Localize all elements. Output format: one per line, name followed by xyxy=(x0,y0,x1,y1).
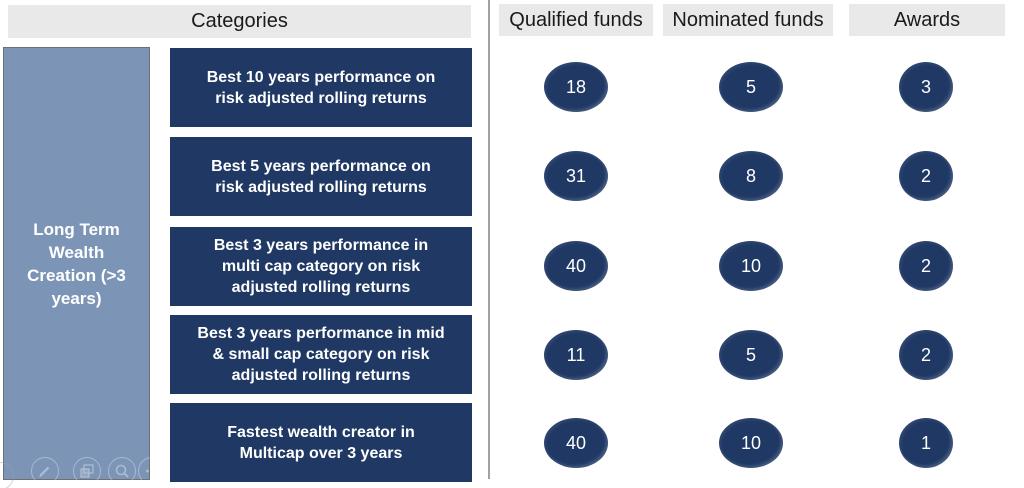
header-qualified-funds: Qualified funds xyxy=(499,4,653,36)
bubble-nominated-row4: 5 xyxy=(719,330,783,380)
bubble-value: 10 xyxy=(740,432,762,453)
header-nominated-funds-label: Nominated funds xyxy=(672,8,824,31)
bubble-value: 2 xyxy=(920,255,931,276)
bubble-value: 18 xyxy=(565,76,587,97)
category-box-best-3y-midsmall: Best 3 years performance in mid & small … xyxy=(170,315,472,394)
bubble-qualified-row1: 18 xyxy=(544,62,608,112)
bubble-value: 3 xyxy=(920,76,931,97)
viewer-tools-overlay xyxy=(0,455,180,488)
header-categories-label: Categories xyxy=(191,10,288,32)
bubble-value: 40 xyxy=(565,255,587,276)
header-awards-label: Awards xyxy=(893,8,961,31)
bubble-value: 40 xyxy=(565,432,587,453)
bubble-qualified-row4: 11 xyxy=(544,330,608,380)
category-label: Fastest wealth creator in Multicap over … xyxy=(227,423,415,462)
category-box-best-5y: Best 5 years performance on risk adjuste… xyxy=(170,137,472,216)
bubble-awards-row3: 2 xyxy=(899,241,953,291)
edit-pencil-icon[interactable] xyxy=(31,457,59,485)
category-label: Best 3 years performance in mid & small … xyxy=(197,325,445,384)
category-label: Best 5 years performance on risk adjuste… xyxy=(211,157,431,196)
header-qualified-funds-label: Qualified funds xyxy=(509,8,643,31)
magnifier-icon[interactable] xyxy=(108,457,136,485)
category-box-best-10y: Best 10 years performance on risk adjust… xyxy=(170,48,472,127)
bubble-nominated-row2: 8 xyxy=(719,151,783,201)
section-divider-line xyxy=(488,0,490,479)
category-box-best-3y-multicap: Best 3 years performance in multi cap ca… xyxy=(170,227,472,306)
group-box-long-term-wealth: Long Term Wealth Creation (>3 years) xyxy=(3,47,150,480)
bubble-value: 5 xyxy=(745,344,756,365)
bubble-value: 2 xyxy=(920,165,931,186)
bubble-value: 10 xyxy=(740,255,762,276)
more-ellipsis-icon[interactable] xyxy=(138,457,166,485)
bubble-nominated-row3: 10 xyxy=(719,241,783,291)
header-awards: Awards xyxy=(849,4,1005,36)
category-label: Best 3 years performance in multi cap ca… xyxy=(213,237,429,296)
bubble-nominated-row1: 5 xyxy=(719,62,783,112)
category-label: Best 10 years performance on risk adjust… xyxy=(206,68,436,107)
bubble-awards-row4: 2 xyxy=(899,330,953,380)
bubble-value: 8 xyxy=(745,165,756,186)
bubble-value: 31 xyxy=(565,165,587,186)
header-categories: Categories xyxy=(8,5,471,38)
category-box-fastest-wealth-creator: Fastest wealth creator in Multicap over … xyxy=(170,403,472,482)
header-nominated-funds: Nominated funds xyxy=(663,4,833,36)
bubble-awards-row5: 1 xyxy=(899,418,953,468)
bubble-qualified-row3: 40 xyxy=(544,241,608,291)
bubble-value: 1 xyxy=(920,432,931,453)
slides-copy-icon[interactable] xyxy=(73,457,101,485)
bubble-awards-row2: 2 xyxy=(899,151,953,201)
bubble-qualified-row2: 31 xyxy=(544,151,608,201)
bubble-value: 2 xyxy=(920,344,931,365)
bubble-awards-row1: 3 xyxy=(899,62,953,112)
bubble-value: 5 xyxy=(745,76,756,97)
bubble-qualified-row5: 40 xyxy=(544,418,608,468)
bubble-nominated-row5: 10 xyxy=(719,418,783,468)
bubble-value: 11 xyxy=(566,344,586,365)
group-label: Long Term Wealth Creation (>3 years) xyxy=(27,219,126,308)
